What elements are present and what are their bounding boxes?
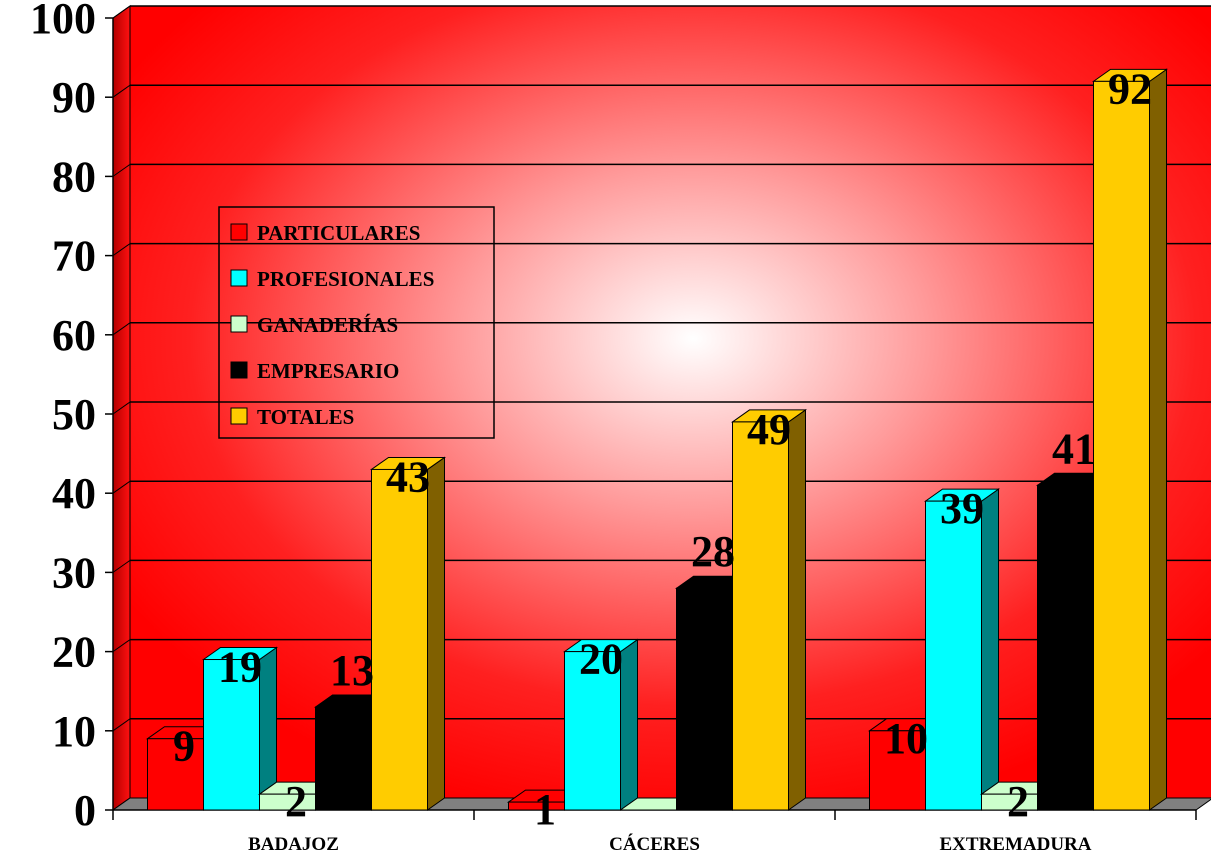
bar [203, 659, 260, 811]
y-tick-label: 30 [52, 548, 96, 597]
data-label: 13 [330, 646, 374, 695]
legend-swatch [230, 407, 248, 425]
y-tick-label: 0 [74, 786, 96, 835]
legend-label: TOTALES [257, 405, 354, 429]
data-label: 43 [386, 452, 430, 501]
bar-side [620, 638, 638, 811]
legend-label: PROFESIONALES [257, 267, 434, 291]
legend-swatch [230, 315, 248, 333]
data-label: 20 [579, 635, 623, 684]
data-label: 92 [1108, 64, 1152, 113]
bar-side [427, 456, 445, 811]
gridline-side [112, 5, 131, 19]
bar [371, 468, 428, 811]
y-tick-label: 100 [30, 0, 96, 43]
y-tick-label: 60 [52, 311, 96, 360]
data-label: 41 [1052, 424, 1096, 473]
bar [147, 738, 204, 811]
y-tick-label: 20 [52, 628, 96, 677]
data-label: 9 [173, 722, 195, 771]
legend-label: PARTICULARES [257, 221, 420, 245]
bar-side [1149, 68, 1167, 811]
bars [145, 68, 1169, 811]
x-tick-label: CÁCERES [609, 833, 700, 855]
gridline-side [112, 401, 131, 415]
data-labels: 9 19 2 13 43 1 20 28 49 10 39 2 41 92 [173, 64, 1152, 834]
data-label: 2 [1007, 777, 1029, 826]
y-tick-label: 40 [52, 469, 96, 518]
legend-swatch [230, 269, 248, 287]
gridline-side [112, 84, 131, 98]
legend-swatch [230, 223, 248, 241]
y-tick-label: 10 [52, 707, 96, 756]
data-label: 28 [691, 527, 735, 576]
axes: 0 10 20 30 40 50 60 70 80 90 100 BADAJOZ CÁCERES EXTR… [30, 0, 1197, 855]
x-tick-label: EXTREMADURA [940, 834, 1092, 855]
bar [1093, 80, 1150, 811]
y-tick-label: 90 [52, 73, 96, 122]
legend-swatch [230, 361, 248, 379]
legend-box [218, 206, 495, 439]
y-tick-label: 80 [52, 152, 96, 201]
y-tick-label: 70 [52, 232, 96, 281]
data-label: 10 [884, 714, 928, 763]
bar [1037, 484, 1094, 811]
bar [564, 651, 621, 811]
data-label: 19 [218, 643, 262, 692]
gridline-side [112, 480, 131, 494]
gridline-side [112, 322, 131, 336]
bar-side [981, 488, 999, 811]
gridline-side [112, 243, 131, 257]
bar [869, 730, 926, 811]
gridline-side [112, 639, 131, 653]
bar-side [788, 408, 806, 811]
bar [315, 706, 372, 811]
x-tick-label: BADAJOZ [248, 834, 339, 855]
data-label: 39 [940, 484, 984, 533]
y-tick-label: 50 [52, 390, 96, 439]
data-label: 2 [285, 777, 307, 826]
legend-label: EMPRESARIO [257, 359, 399, 383]
bar [732, 421, 789, 811]
legend-label: GANADERÍAS [257, 313, 398, 337]
gridline-side [112, 163, 131, 177]
data-label: 49 [747, 405, 791, 454]
legend: PARTICULARES PROFESIONALES GANADERÍAS EMPRE… [218, 206, 495, 439]
gridlines [112, 5, 1211, 732]
gridline-side [112, 718, 131, 732]
gridline-side [112, 559, 131, 573]
bar [676, 587, 733, 811]
data-label: 1 [534, 785, 556, 834]
bar [925, 500, 982, 811]
